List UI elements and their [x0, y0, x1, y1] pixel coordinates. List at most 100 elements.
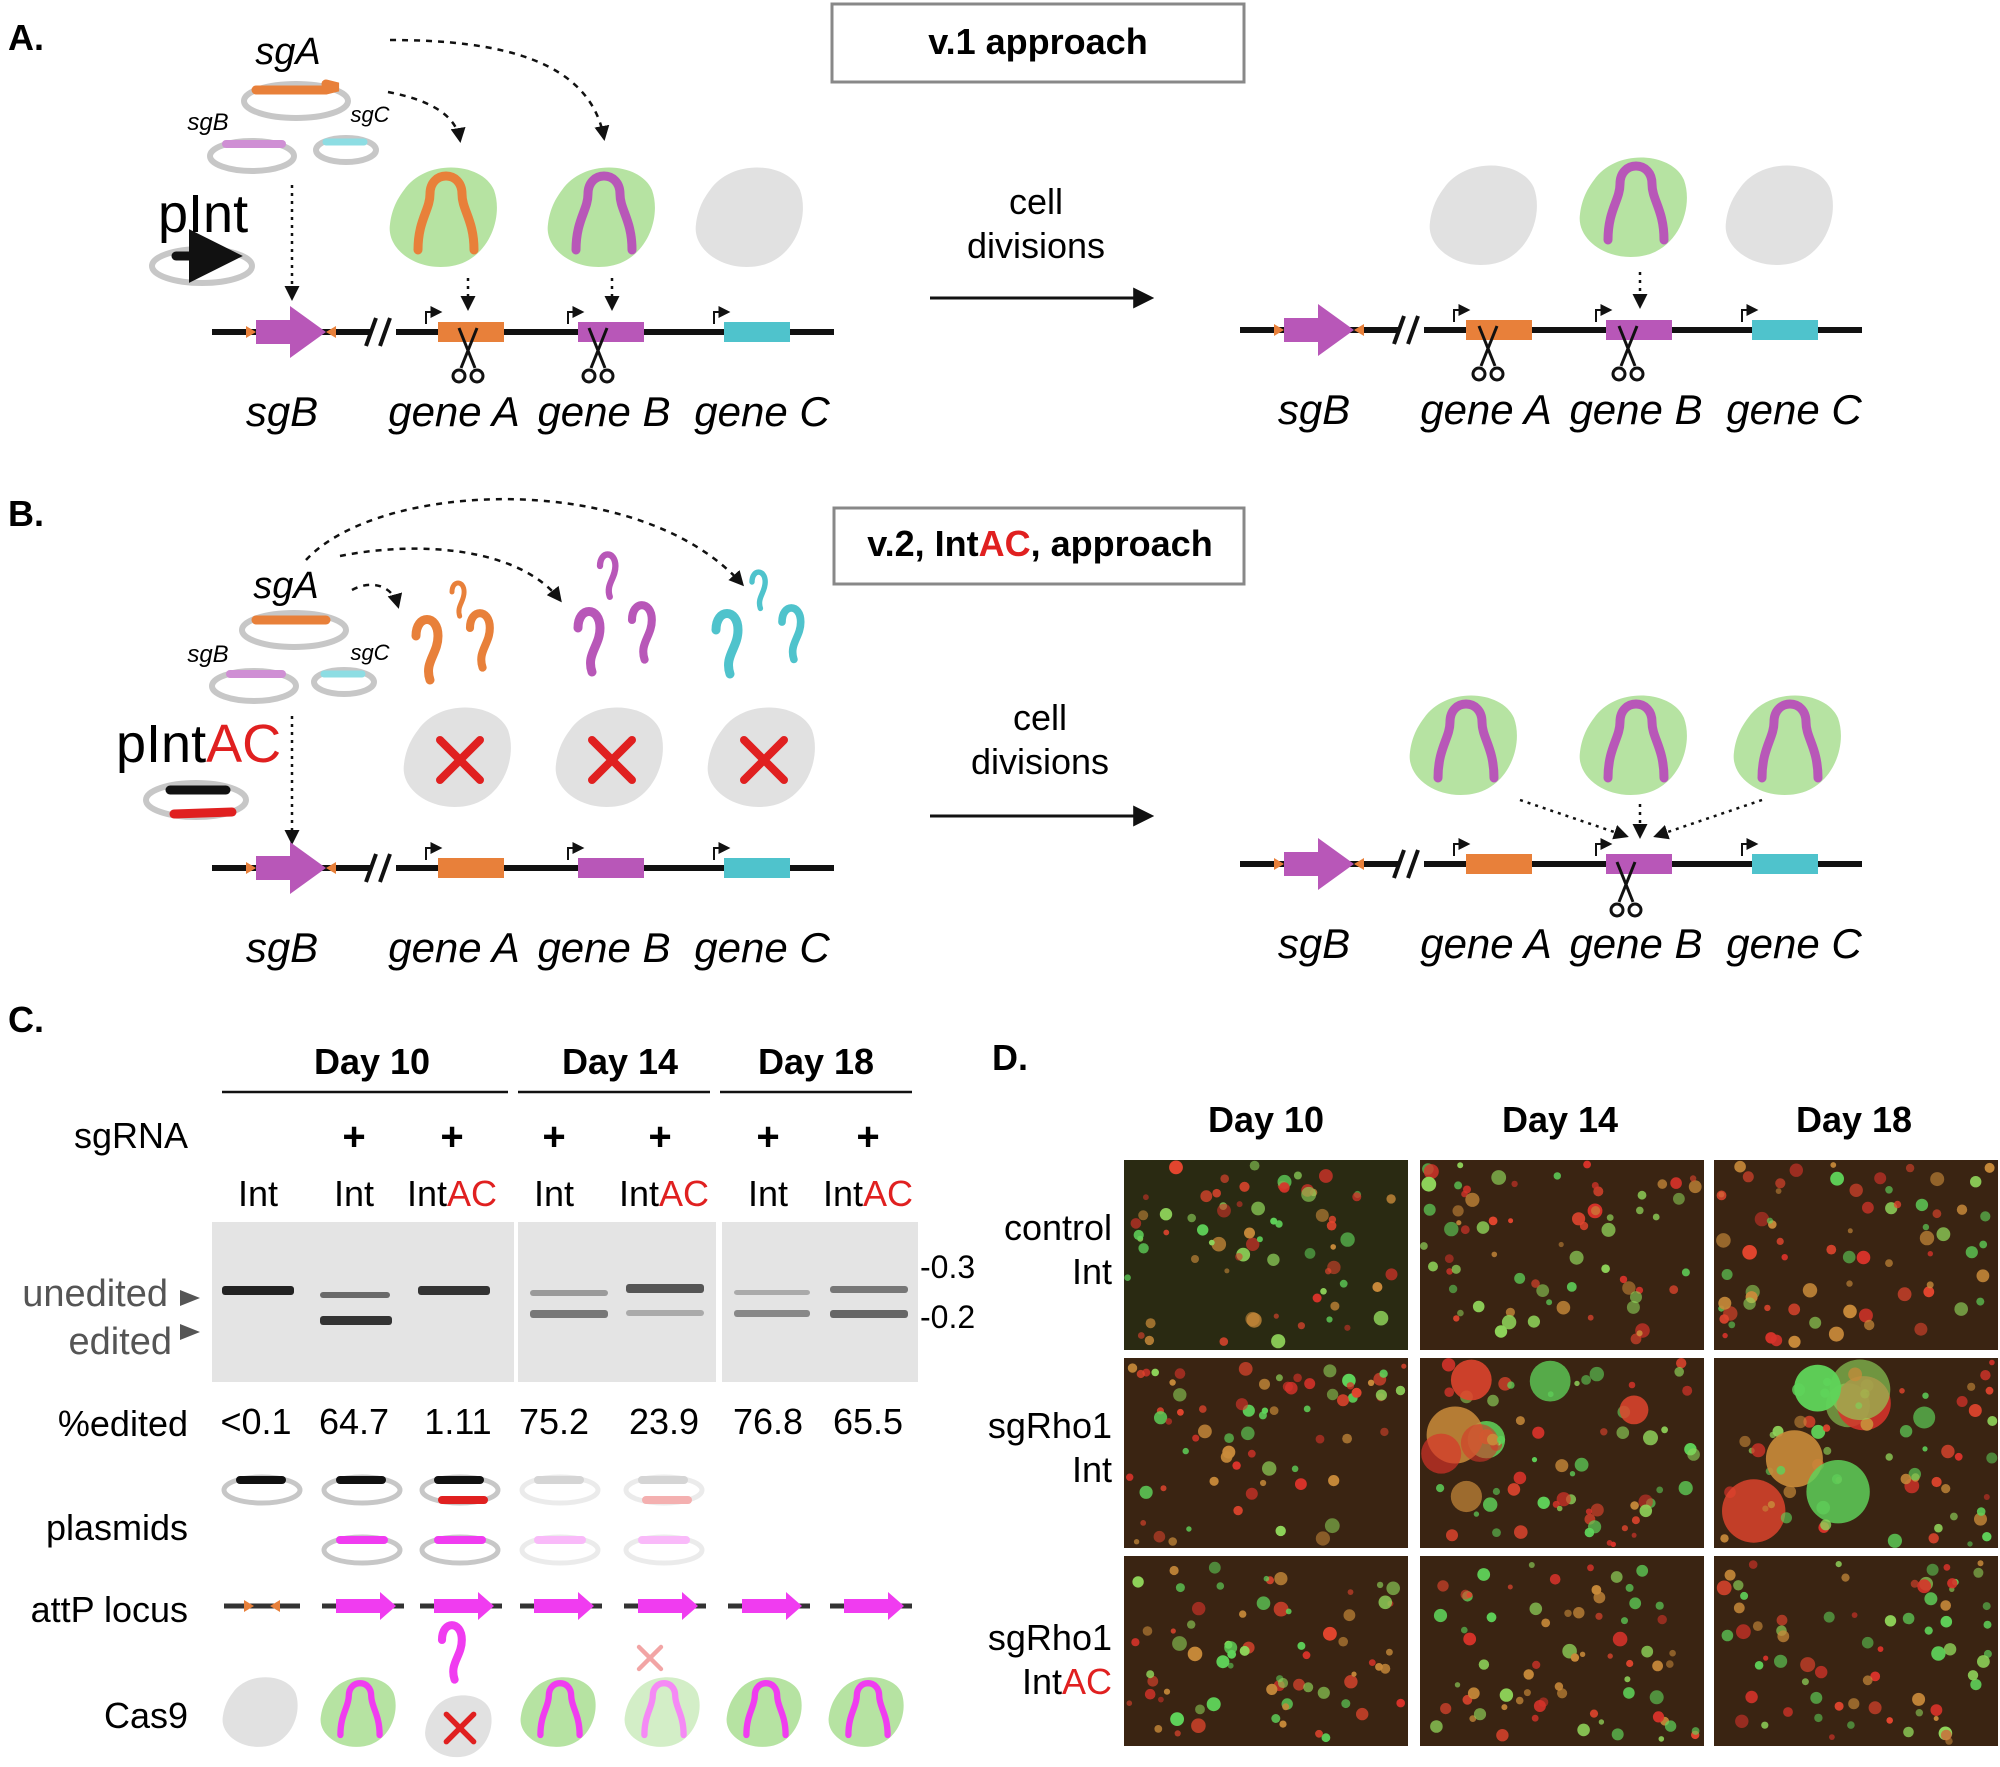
panel-a-locus-genea: gene A: [388, 388, 520, 435]
micrograph-tile-r2-c2: [1420, 1358, 1704, 1548]
percent-edited-2: 64.7: [319, 1401, 389, 1442]
percent-edited-4: 75.2: [519, 1401, 589, 1442]
panel-c-day14: Day 14: [562, 1041, 678, 1082]
percent-edited-7: 65.5: [833, 1401, 903, 1442]
panel-a-genome-left: [212, 306, 834, 384]
row-label-cas9: Cas9: [104, 1695, 188, 1736]
edited-arrowhead-icon: [180, 1324, 200, 1340]
inactive-cas9-1: [403, 707, 511, 807]
panel-c-letter: C.: [8, 999, 44, 1040]
lane-labels: Int Int IntAC Int IntAC Int IntAC: [238, 1173, 913, 1214]
inactive-cas9-3: [707, 707, 815, 807]
size-mark-03: -0.3: [920, 1249, 975, 1285]
panel-b-approach: v.2, IntAC, approach: [867, 523, 1212, 564]
svg-text:+: +: [856, 1115, 879, 1159]
panel-c-day18: Day 18: [758, 1041, 874, 1082]
size-mark-02: -0.2: [920, 1299, 975, 1335]
cas9-sga-complex: [389, 167, 497, 267]
svg-text:+: +: [542, 1115, 565, 1159]
panel-c-day10: Day 10: [314, 1041, 430, 1082]
panel-b-sgb-label: sgB: [187, 641, 228, 668]
panel-a-sgc-label: sgC: [350, 102, 389, 127]
panel-b-letter: B.: [8, 493, 44, 534]
micrograph-tile-r1-c1: [1124, 1160, 1408, 1350]
panel-b-genome-left: [212, 842, 834, 894]
row-label-sgrna: sgRNA: [74, 1115, 188, 1156]
gel-day14: [518, 1222, 716, 1382]
cas9-row-icons: [222, 1625, 904, 1758]
plasmid-icons: [221, 1474, 705, 1566]
sgrna-plus-row: + + + + + +: [342, 1115, 879, 1159]
percent-edited-1: <0.1: [220, 1401, 291, 1442]
micrograph-tile-r1-c3: [1714, 1160, 1998, 1350]
panel-a-arrow-label-2: divisions: [967, 225, 1105, 266]
svg-text:+: +: [648, 1115, 671, 1159]
panel-b-right-locus-geneb: gene B: [1569, 920, 1702, 967]
micrograph-tile-r2-c3: [1714, 1358, 1998, 1548]
lane-label-5: IntAC: [619, 1173, 709, 1214]
panel-a-locus-sgb: sgB: [246, 388, 318, 435]
panel-b-sgc-plasmid-icon: [311, 667, 377, 697]
row-label-edited: %edited: [58, 1403, 188, 1444]
gel-day10: [212, 1222, 514, 1382]
lane-label-4: Int: [534, 1173, 574, 1214]
panel-d-row2-line1: sgRho1: [988, 1405, 1112, 1446]
panel-a-plasmid-label: pInt: [158, 184, 248, 244]
svg-text:+: +: [342, 1115, 365, 1159]
panel-a-arrow-label-1: cell: [1009, 181, 1063, 222]
panel-b-approach-box: [832, 506, 1246, 586]
micrograph-grid: [1124, 1160, 1998, 1746]
micrograph-tile-r3-c2: [1420, 1556, 1704, 1746]
panel-d-row3-line1: sgRho1: [988, 1617, 1112, 1658]
panel-a-right-locus-sgb: sgB: [1278, 386, 1350, 433]
cas9-sgb-complex: [547, 167, 655, 267]
lane-label-3: IntAC: [407, 1173, 497, 1214]
micrograph-tile-r3-c1: [1124, 1556, 1408, 1746]
panel-a-genome-right: [1240, 304, 1862, 382]
panel-d-row1-line2: Int: [1072, 1251, 1112, 1292]
panel-b-locus-sgb: sgB: [246, 924, 318, 971]
micrograph-tile-r1-c2: [1420, 1160, 1704, 1350]
percent-edited-5: 23.9: [629, 1401, 699, 1442]
panel-b-genome-right: [1240, 838, 1862, 918]
gel-bands: [222, 1284, 908, 1325]
panel-d-row1-line1: control: [1004, 1207, 1112, 1248]
percent-edited-6: 76.8: [733, 1401, 803, 1442]
free-sgc-rnas: [716, 572, 801, 674]
gel-day18: [722, 1222, 918, 1382]
svg-text:+: +: [440, 1115, 463, 1159]
panel-d-row2-line2: Int: [1072, 1449, 1112, 1490]
sgc-plasmid-icon: [313, 135, 379, 165]
svg-text:+: +: [756, 1115, 779, 1159]
micrograph-tile-r2-c1: [1124, 1358, 1408, 1548]
band-label-unedited: unedited: [22, 1273, 168, 1315]
panel-b-arrow-label-2: divisions: [971, 741, 1109, 782]
cas9-empty: [695, 167, 803, 267]
panel-a-right-cas9-empty-2: [1725, 165, 1833, 265]
panel-b-sga-label: sgA: [253, 565, 318, 607]
lane-label-1: Int: [238, 1173, 278, 1214]
panel-b-locus-genec: gene C: [694, 924, 830, 971]
panel-b-right-locus-genec: gene C: [1726, 920, 1862, 967]
panel-d-row3-line2: IntAC: [1022, 1661, 1112, 1702]
panel-b-plasmid-label: pIntAC: [116, 714, 281, 774]
panel-a-approach-box: [830, 2, 1246, 84]
panel-b-locus-genea: gene A: [388, 924, 520, 971]
attp-locus-icons: [224, 1592, 912, 1620]
panel-a-locus-geneb: gene B: [537, 388, 670, 435]
panel-d-day10: Day 10: [1208, 1099, 1324, 1140]
percent-edited-3: 1.11: [424, 1401, 491, 1442]
lane-label-6: Int: [748, 1173, 788, 1214]
panel-a-locus-genec: gene C: [694, 388, 830, 435]
lane-label-2: Int: [334, 1173, 374, 1214]
band-label-edited: edited: [68, 1321, 172, 1363]
panel-a-right-locus-genec: gene C: [1726, 386, 1862, 433]
panel-b-arrow-label-1: cell: [1013, 697, 1067, 738]
panel-a-right-locus-geneb: gene B: [1569, 386, 1702, 433]
panel-a-right-locus-genea: gene A: [1420, 386, 1552, 433]
panel-a-right-cas9-empty-1: [1429, 165, 1537, 265]
panel-a-right-cas9-sgb: [1579, 157, 1687, 257]
free-sgb-rnas: [578, 554, 652, 672]
panel-b-right-locus-sgb: sgB: [1278, 920, 1350, 967]
